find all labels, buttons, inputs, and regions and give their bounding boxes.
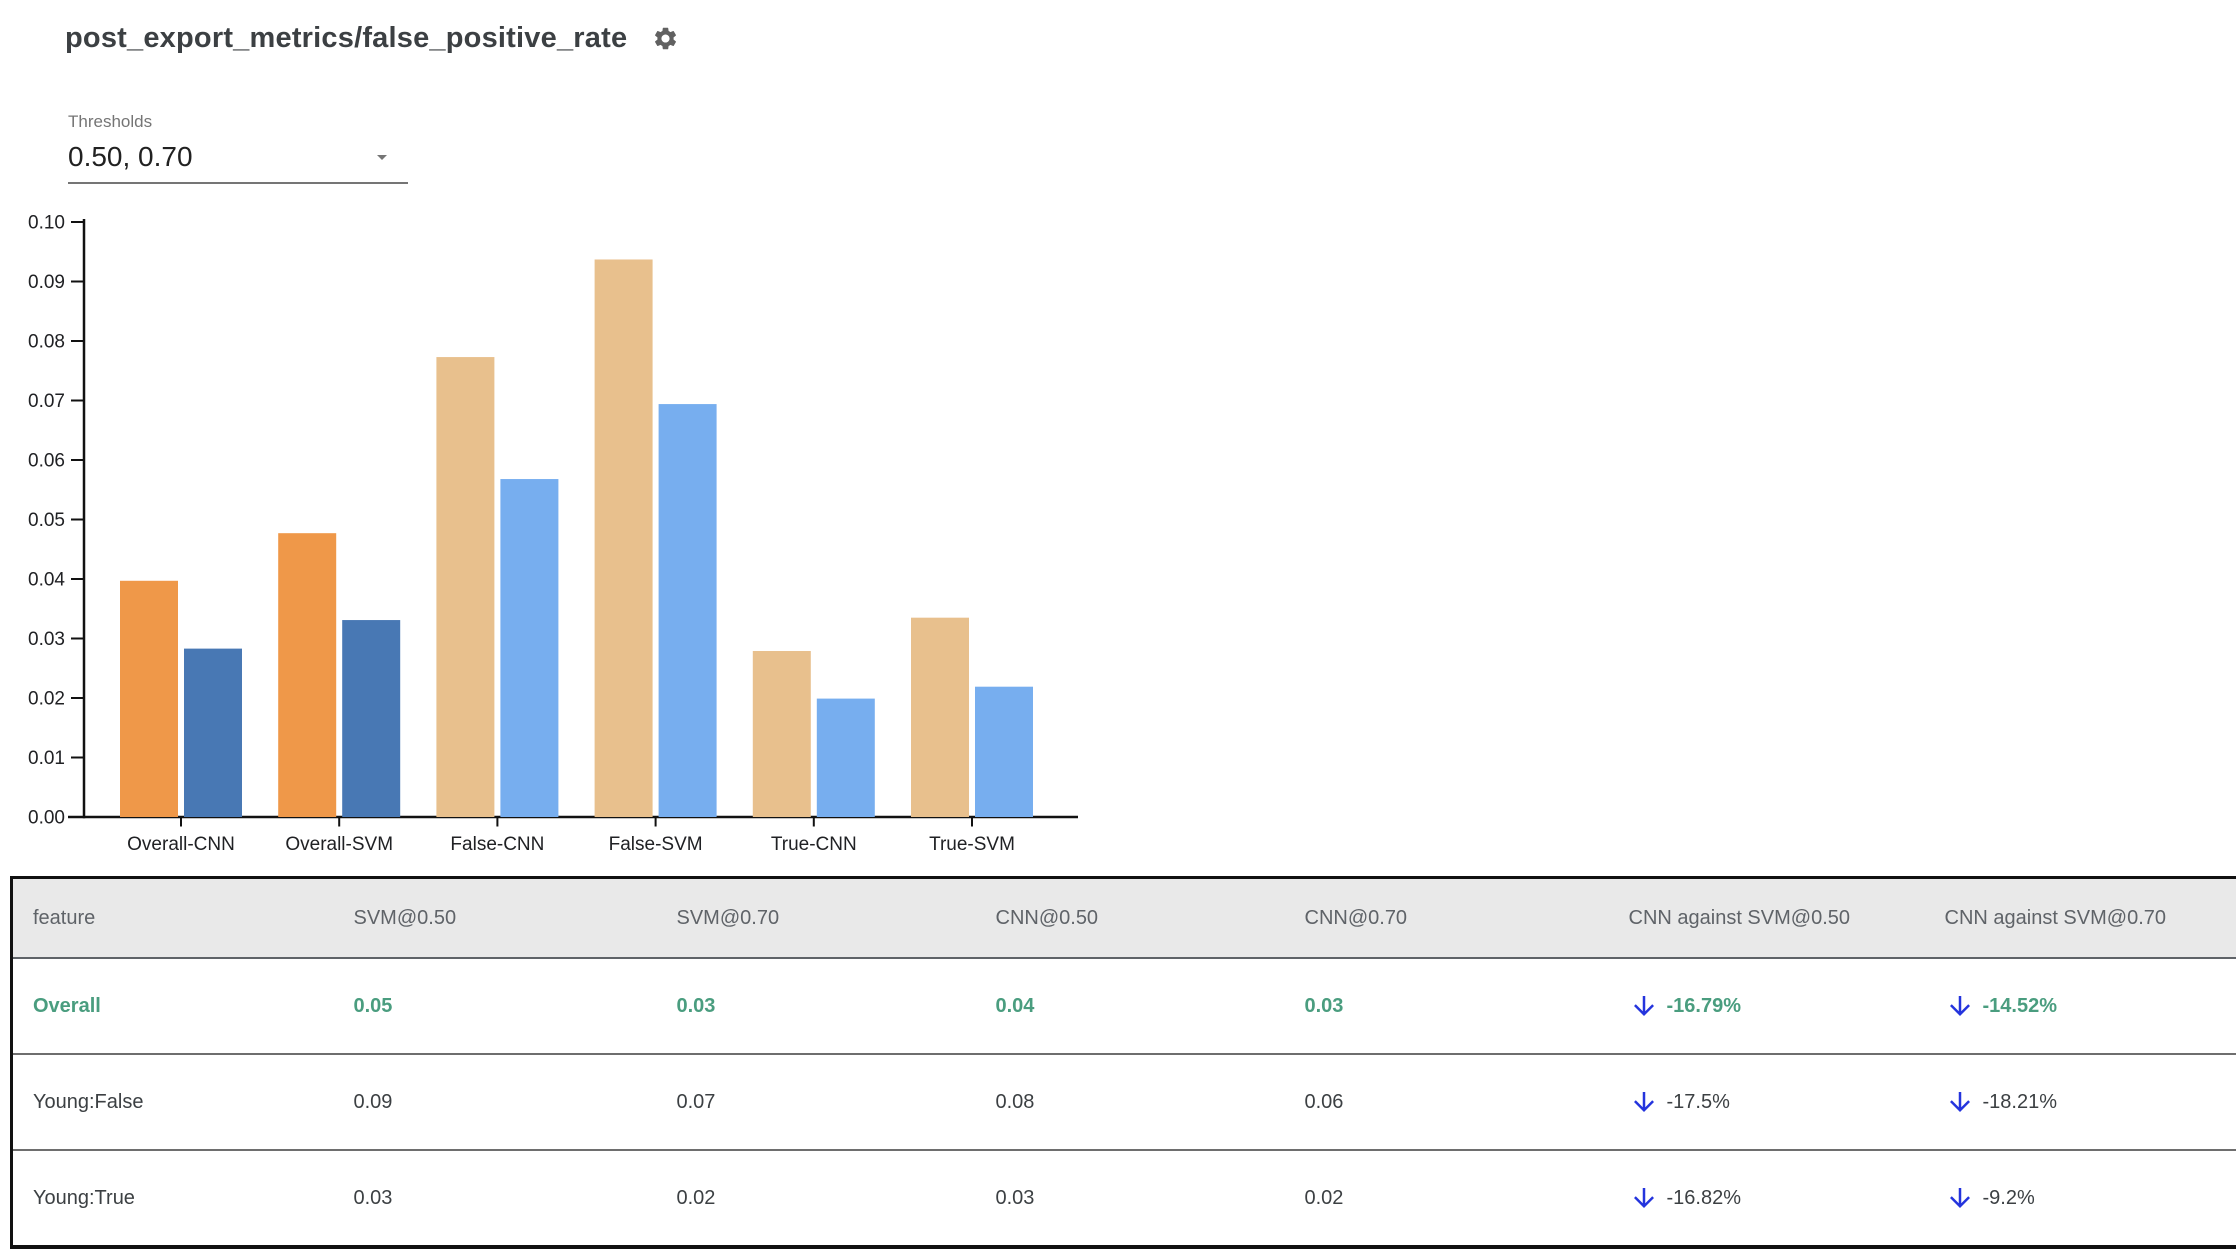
- y-tick-label: 0.07: [28, 391, 65, 412]
- metric-cell: 0.03: [995, 1186, 1035, 1209]
- thresholds-dropdown[interactable]: Thresholds 0.50, 0.70: [68, 112, 408, 184]
- arrow-down-icon: [1629, 1183, 1659, 1213]
- table-row: Young:True 0.03 0.02 0.03 0.02 -16.82% -9.2%: [11, 1150, 2236, 1247]
- metric-cell: 0.03: [676, 994, 716, 1017]
- delta-cell: -17.5%: [1609, 1054, 1925, 1150]
- table-row: Young:False 0.09 0.07 0.08 0.06 -17.5% -18.21%: [11, 1054, 2236, 1150]
- table-row: Overall 0.05 0.03 0.04 0.03 -16.79% -14.52%: [12, 958, 2236, 1054]
- metric-cell: 0.08: [995, 1090, 1035, 1113]
- bar-True-CNN-threshold-0.50: [752, 650, 811, 817]
- bar-True-SVM-threshold-0.50: [911, 617, 969, 817]
- bar-chart: 0.00 0.01 0.02 0.03 0.04 0.05 0.06 0.07 0.08 0.09…: [28, 213, 1078, 855]
- column-header-4: CNN@0.70: [1284, 877, 1609, 958]
- delta-value: -16.79%: [1666, 994, 1742, 1017]
- bar-Overall-SVM-threshold-0.50: [278, 533, 337, 817]
- delta-value: -18.21%: [1982, 1090, 2058, 1113]
- chevron-down-icon: [370, 145, 408, 169]
- y-tick-label: 0.03: [28, 629, 65, 650]
- delta-cell: -9.2%: [1925, 1150, 2236, 1247]
- thresholds-label: Thresholds: [68, 112, 153, 131]
- metric-cell: 0.09: [353, 1090, 393, 1113]
- column-header-3: CNN@0.50: [975, 877, 1285, 958]
- x-tick-label: Overall-SVM: [285, 834, 393, 855]
- bar-True-CNN-threshold-0.70: [816, 698, 875, 817]
- column-header-6: CNN against SVM@0.70: [1924, 877, 2236, 958]
- bar-False-SVM-threshold-0.50: [594, 259, 653, 817]
- bar-Overall-SVM-threshold-0.70: [342, 620, 401, 817]
- x-tick-label: Overall-CNN: [127, 834, 235, 855]
- arrow-down-icon: [1945, 1183, 1975, 1213]
- delta-cell: -18.21%: [1925, 1054, 2236, 1150]
- delta-cell: -14.52%: [1925, 958, 2236, 1054]
- bar-Overall-CNN-threshold-0.70: [184, 648, 242, 817]
- column-header-0: feature: [11, 877, 334, 958]
- delta-value: -17.5%: [1666, 1090, 1730, 1113]
- arrow-down-icon: [1629, 991, 1659, 1021]
- y-tick-label: 0.00: [28, 808, 65, 829]
- metric-cell: 0.03: [353, 1186, 393, 1209]
- table-header: feature SVM@0.50 SVM@0.70 CNN@0.50 CNN@0.70 C…: [11, 877, 2236, 958]
- y-tick-label: 0.10: [28, 213, 65, 234]
- metrics-table: feature SVM@0.50 SVM@0.70 CNN@0.50 CNN@0.70 C…: [10, 876, 2236, 1249]
- delta-value: -9.2%: [1982, 1186, 2035, 1209]
- y-tick-label: 0.04: [28, 570, 65, 591]
- bar-False-CNN-threshold-0.50: [436, 357, 495, 817]
- feature-cell: Young:True: [33, 1186, 135, 1209]
- arrow-down-icon: [1945, 1087, 1975, 1117]
- column-header-5: CNN against SVM@0.50: [1608, 877, 1925, 958]
- x-tick-label: False-CNN: [450, 834, 544, 855]
- bar-False-SVM-threshold-0.70: [658, 404, 717, 817]
- arrow-down-icon: [1945, 991, 1975, 1021]
- feature-cell: Young:False: [33, 1090, 144, 1113]
- y-tick-label: 0.05: [28, 510, 65, 531]
- page-title: post_export_metrics/false_positive_rate: [65, 22, 628, 54]
- x-tick-label: False-SVM: [609, 834, 703, 855]
- delta-cell: -16.82%: [1609, 1150, 1925, 1247]
- metric-cell: 0.05: [353, 994, 393, 1017]
- gear-icon: [652, 25, 679, 52]
- settings-button[interactable]: [651, 25, 679, 53]
- page-header: post_export_metrics/false_positive_rate: [65, 22, 679, 55]
- arrow-down-icon: [1629, 1087, 1659, 1117]
- column-header-2: SVM@0.70: [656, 877, 976, 958]
- bar-True-SVM-threshold-0.70: [975, 686, 1033, 817]
- metric-cell: 0.03: [1304, 994, 1344, 1017]
- metric-cell: 0.02: [1304, 1186, 1344, 1209]
- column-header-1: SVM@0.50: [333, 877, 657, 958]
- metric-cell: 0.07: [676, 1090, 716, 1113]
- bar-False-CNN-threshold-0.70: [500, 479, 559, 817]
- metric-cell: 0.02: [676, 1186, 716, 1209]
- metric-cell: 0.04: [995, 994, 1035, 1017]
- delta-value: -14.52%: [1982, 994, 2058, 1017]
- delta-value: -16.82%: [1666, 1186, 1742, 1209]
- thresholds-select[interactable]: 0.50, 0.70: [68, 141, 408, 184]
- metric-cell: 0.06: [1304, 1090, 1344, 1113]
- y-tick-label: 0.01: [28, 748, 65, 769]
- y-tick-label: 0.08: [28, 332, 65, 353]
- x-tick-label: True-SVM: [929, 834, 1015, 855]
- x-tick-label: True-CNN: [771, 834, 857, 855]
- delta-cell: -16.79%: [1609, 958, 1925, 1054]
- y-tick-label: 0.06: [28, 451, 65, 472]
- bar-Overall-CNN-threshold-0.50: [120, 580, 178, 817]
- y-tick-label: 0.09: [28, 272, 65, 293]
- thresholds-value: 0.50, 0.70: [68, 141, 193, 172]
- y-tick-label: 0.02: [28, 689, 65, 710]
- feature-cell: Overall: [33, 994, 101, 1017]
